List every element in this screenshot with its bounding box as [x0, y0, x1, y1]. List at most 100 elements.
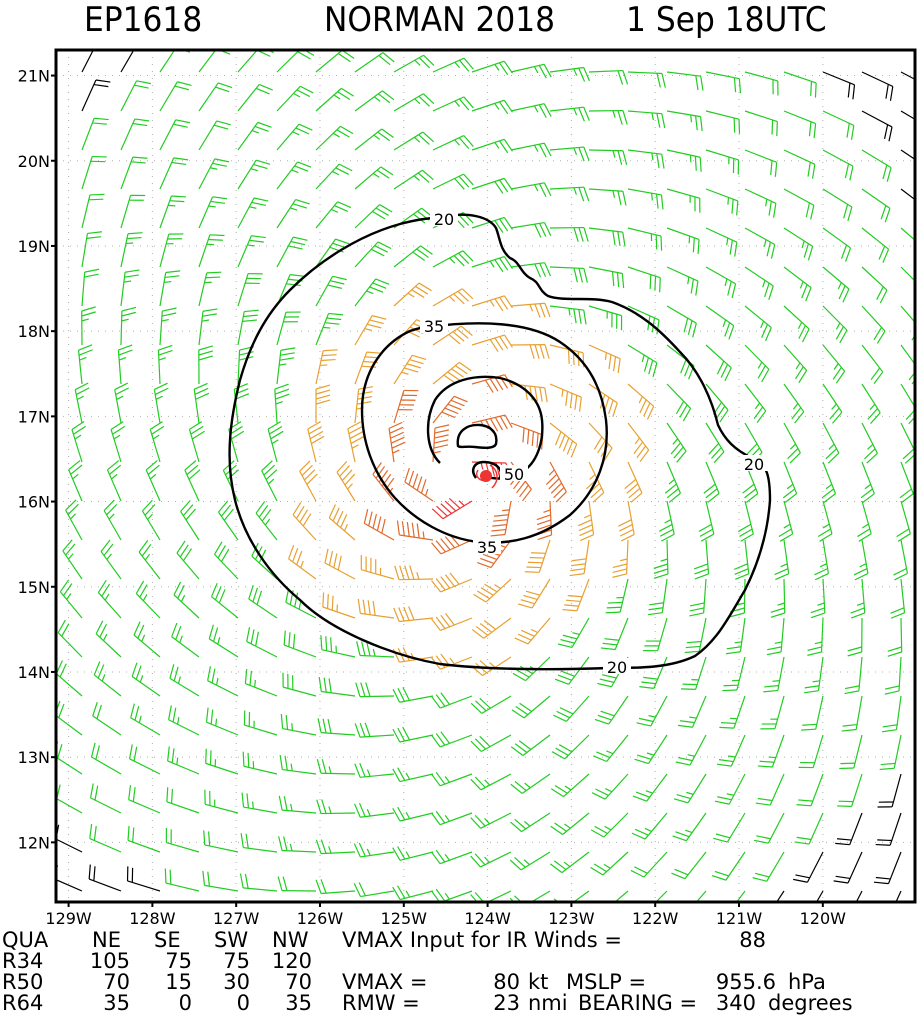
wind-barb-feather	[299, 124, 312, 130]
wind-barb	[433, 174, 464, 189]
lon-label: 128W	[129, 909, 176, 928]
wind-barb	[329, 518, 355, 540]
wind-barb-feather	[688, 321, 692, 335]
wind-barb-feather	[172, 623, 177, 637]
wind-barb	[511, 183, 544, 189]
wind-barb-feather	[332, 596, 333, 611]
wind-barb	[472, 139, 504, 150]
wind-barb	[209, 639, 238, 657]
wind-barb-feather	[243, 315, 257, 316]
wind-barb-half-feather	[772, 681, 779, 682]
wind-barb-feather	[407, 364, 421, 368]
wind-barb-feather	[618, 191, 621, 205]
wind-barb-half-feather	[787, 484, 793, 488]
wind-barb-feather	[434, 435, 448, 438]
wind-barb-half-feather	[178, 677, 180, 684]
wind-barb-feather	[89, 865, 90, 880]
wind-barb	[121, 272, 125, 306]
wind-barb-feather	[771, 160, 772, 174]
wind-barb-half-feather	[142, 635, 145, 642]
wind-barb-half-feather	[691, 115, 692, 122]
wind-barb-feather	[725, 323, 730, 337]
wind-barb-feather	[696, 281, 698, 295]
wind-barb-feather	[373, 283, 387, 288]
wind-barb-feather	[771, 613, 785, 617]
wind-barb	[238, 236, 251, 267]
wind-barb-feather	[719, 760, 733, 762]
wind-barb-feather	[846, 248, 851, 262]
wind-barb	[784, 384, 804, 412]
wind-barb	[131, 718, 160, 735]
lat-label: 21N	[18, 67, 50, 86]
wind-barb-feather	[526, 591, 540, 595]
row-r64-ne: 35	[82, 991, 130, 1015]
wind-barb-feather	[168, 746, 170, 760]
wind-barb-feather	[674, 799, 688, 803]
wind-barb-feather	[885, 686, 899, 689]
wind-barb-feather	[795, 842, 809, 844]
wind-barb-half-feather	[251, 169, 258, 171]
wind-barb-half-feather	[180, 636, 183, 643]
wind-barb	[121, 234, 128, 267]
wind-barb-half-feather	[793, 404, 798, 410]
wind-barb	[121, 157, 133, 189]
wind-barb-half-feather	[329, 806, 331, 813]
wind-barb	[389, 428, 394, 462]
wind-barb-feather	[887, 168, 891, 182]
wind-barb	[662, 579, 667, 613]
wind-barb-half-feather	[639, 396, 642, 403]
wind-barb-feather	[172, 162, 186, 164]
wind-barb-feather	[284, 837, 287, 851]
wind-barb-half-feather	[367, 770, 370, 777]
wind-barb-feather	[815, 574, 828, 580]
lon-label: 129W	[45, 909, 92, 928]
wind-barb	[734, 696, 745, 728]
wind-barb-half-feather	[565, 786, 571, 790]
wind-barb-feather	[654, 574, 668, 578]
wind-barb-feather	[240, 874, 243, 888]
wind-barb	[58, 633, 82, 657]
wind-barb	[283, 687, 316, 696]
wind-barb-feather	[848, 652, 862, 656]
wind-barb-half-feather	[367, 291, 374, 294]
wind-barb-feather	[213, 628, 217, 642]
wind-barb-feather	[94, 118, 109, 119]
wind-barb	[765, 891, 784, 919]
wind-barb	[550, 306, 584, 310]
wind-barb-feather	[93, 702, 97, 716]
wind-barb	[772, 735, 784, 767]
wind-barb-feather	[888, 647, 902, 651]
wind-barb-feather	[649, 603, 663, 605]
wind-barb-half-feather	[800, 282, 803, 289]
wind-barb-feather	[217, 121, 231, 125]
wind-barb-feather	[637, 755, 651, 759]
wind-barb	[524, 696, 550, 718]
wind-barb-feather	[806, 203, 809, 217]
wind-barb-half-feather	[761, 321, 764, 328]
wind-barb-feather	[417, 477, 422, 491]
wind-barb-half-feather	[348, 484, 353, 489]
wind-barb-half-feather	[159, 358, 166, 360]
wind-barb-feather	[732, 284, 735, 298]
wind-barb-feather	[763, 690, 777, 691]
wind-barb-half-feather	[798, 322, 801, 329]
wind-barb	[859, 657, 862, 691]
wind-barb	[121, 43, 138, 72]
wind-barb	[472, 335, 505, 345]
wind-barb	[784, 345, 807, 370]
wind-barb	[205, 804, 238, 813]
wind-barb-half-feather	[209, 206, 216, 207]
wind-barb-feather	[613, 403, 617, 417]
wind-barb-feather	[540, 345, 544, 359]
wind-barb-half-feather	[763, 280, 765, 287]
wind-barb-feather	[51, 863, 53, 877]
wind-barb-feather	[284, 631, 285, 646]
wind-barb	[628, 267, 660, 278]
wind-barb-half-feather	[813, 681, 820, 682]
wind-barb-feather	[98, 665, 104, 678]
wind-barb	[373, 474, 394, 501]
wind-barb-feather	[584, 228, 588, 242]
wind-barb-half-feather	[415, 60, 420, 65]
wind-barb-feather	[609, 355, 611, 369]
wind-barb-feather	[410, 360, 424, 364]
